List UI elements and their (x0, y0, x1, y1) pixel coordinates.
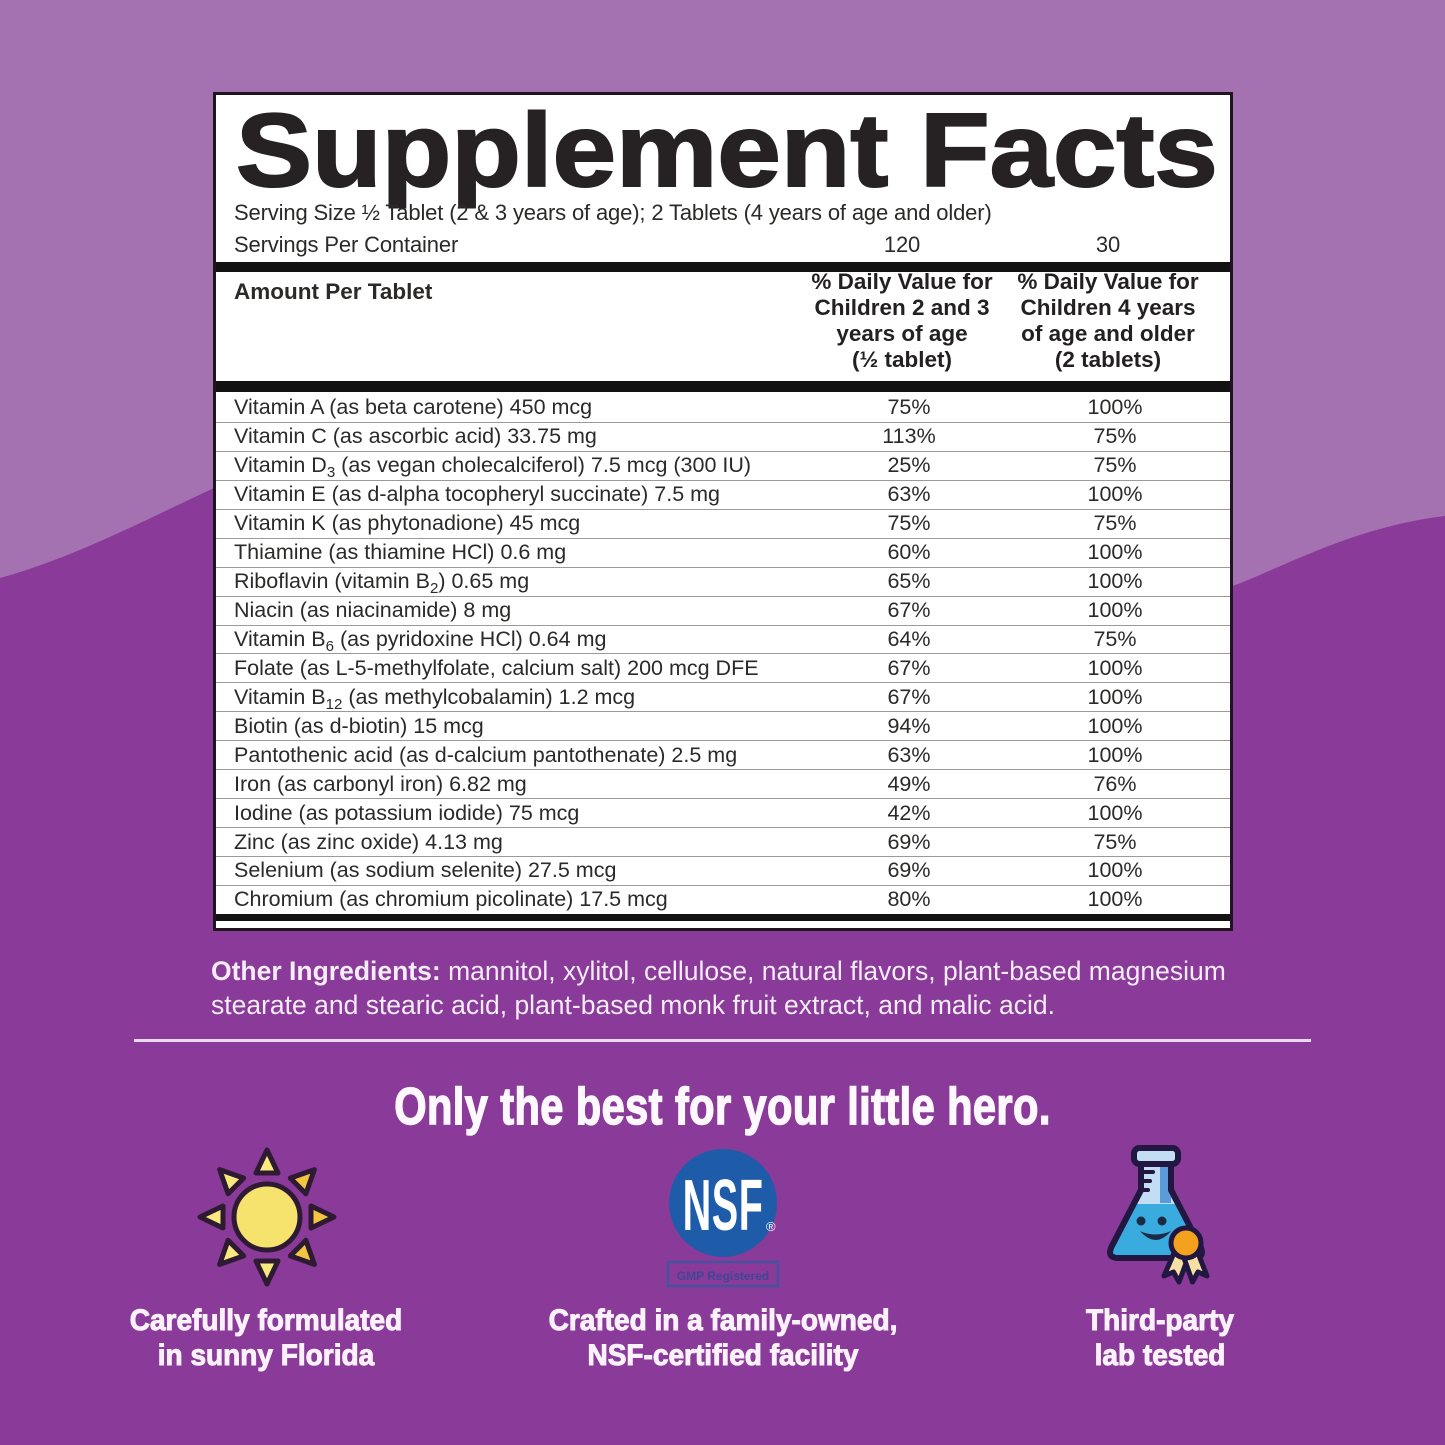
svg-text:GMP Registered: GMP Registered (677, 1269, 769, 1283)
svg-text:NSF: NSF (683, 1166, 764, 1247)
svg-text:®: ® (766, 1219, 776, 1234)
